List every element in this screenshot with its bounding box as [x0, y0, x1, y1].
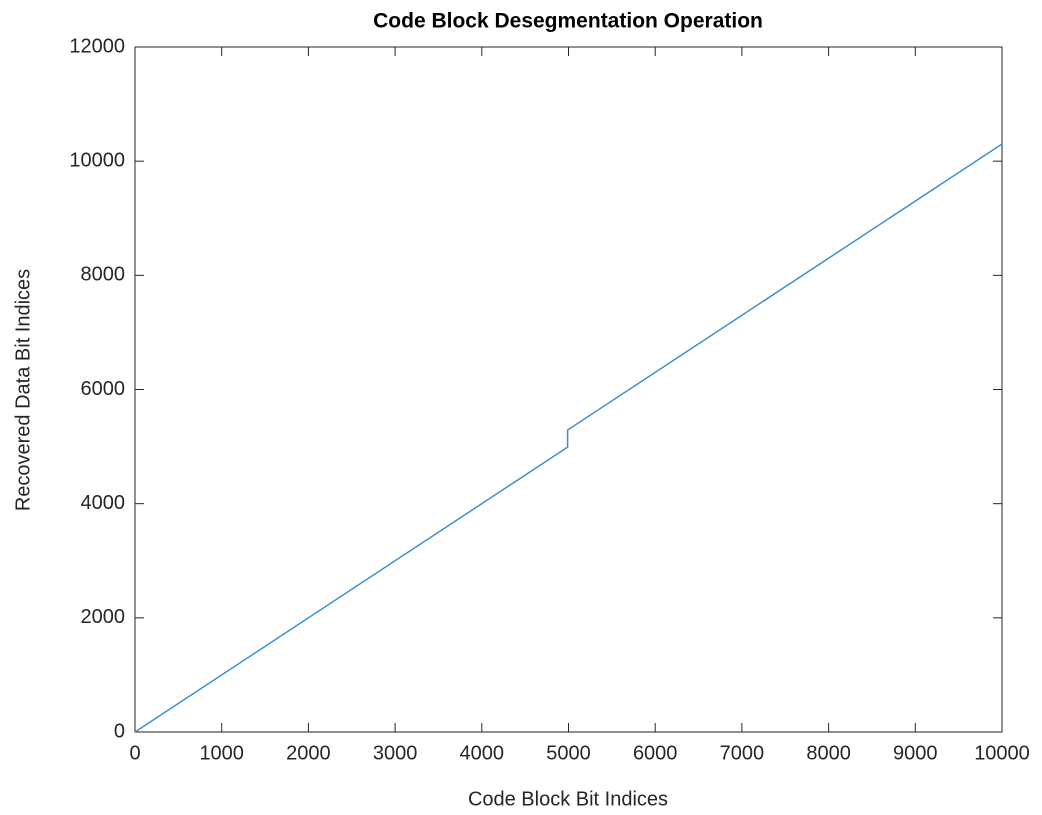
y-tick-label: 0	[114, 720, 125, 742]
x-tick-label: 3000	[373, 742, 418, 764]
x-tick-label: 8000	[806, 742, 851, 764]
x-tick-label: 9000	[893, 742, 938, 764]
x-tick-label: 5000	[546, 742, 591, 764]
y-tick-label: 4000	[81, 492, 126, 514]
x-tick-label: 10000	[974, 742, 1030, 764]
y-tick-label: 6000	[81, 378, 126, 400]
x-tick-label: 1000	[199, 742, 244, 764]
chart-title: Code Block Desegmentation Operation	[373, 10, 763, 33]
y-tick-label: 2000	[81, 606, 126, 628]
x-tick-label: 6000	[633, 742, 678, 764]
data-line	[134, 143, 1003, 733]
y-axis-label: Recovered Data Bit Indices	[12, 269, 34, 511]
x-tick-label: 0	[129, 742, 140, 764]
y-tick-label: 12000	[69, 35, 125, 57]
x-tick-label: 4000	[460, 742, 505, 764]
x-tick-label: 7000	[720, 742, 765, 764]
y-tick-label: 8000	[81, 264, 126, 286]
y-tick-label: 10000	[69, 149, 125, 171]
x-tick-label: 2000	[286, 742, 331, 764]
x-axis-label: Code Block Bit Indices	[468, 788, 668, 810]
